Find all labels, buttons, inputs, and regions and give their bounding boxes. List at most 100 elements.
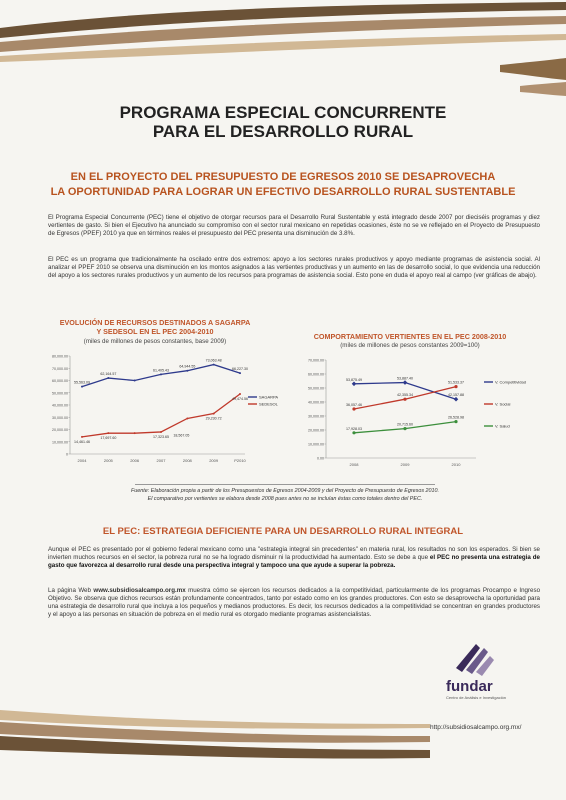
chart2-data-label: 42,157.88 <box>448 393 464 397</box>
chart2-data-label: 17,928.03 <box>346 427 362 431</box>
chart1-data-point <box>186 369 189 372</box>
chart1-data-point <box>160 430 162 433</box>
chart2-data-point <box>403 397 407 401</box>
chart1-x-tick-label: P2010 <box>234 458 246 463</box>
chart1-legend-label: SAGARPA <box>259 394 278 399</box>
chart2-x-tick-label: 2008 <box>350 462 360 467</box>
chart1-data-label: 64,944.55 <box>179 365 195 369</box>
chart1-plot: 0 10,000.00 20,000.00 30,000.00 40,000.00 50,… <box>52 355 279 464</box>
intro-paragraph-2: El PEC es un programa que tradicionalmen… <box>48 256 540 279</box>
section-paragraph-1: Aunque el PEC es presentado por el gobie… <box>48 546 540 570</box>
chart1-y-tick-label: 20,000.00 <box>52 428 68 432</box>
chart1-data-label: 17,323.65 <box>153 435 169 439</box>
chart2-y-tick-label: 20,000.00 <box>308 429 324 433</box>
chart2-legend-label: V. Salud <box>495 423 510 428</box>
section-paragraph-1-text: Aunque el PEC es presentado por el gobie… <box>48 546 540 561</box>
chart2-data-point <box>351 381 357 387</box>
section-paragraph-2-text: muestra cómo se ejercen los recursos ded… <box>48 587 541 618</box>
chart1-y-tick-label: 50,000.00 <box>52 391 68 395</box>
page-subtitle: EN EL PROYECTO DEL PRESUPUESTO DE EGRESO… <box>0 170 566 200</box>
chart2-data-point <box>454 385 458 389</box>
chart2-data-label: 42,355.34 <box>397 393 413 397</box>
chart2-x-tick-label: 2010 <box>452 462 462 467</box>
chart2-data-point <box>453 396 459 402</box>
chart1-x-tick-label: 2006 <box>130 458 140 463</box>
chart1-x-tick-label: 2009 <box>209 458 219 463</box>
divider <box>135 484 435 485</box>
chart2-x-tick-label: 2009 <box>401 462 411 467</box>
chart1-y-tick-label: 10,000.00 <box>52 440 68 444</box>
chart1-y-tick-label: 40,000.00 <box>52 404 68 408</box>
chart1-data-point <box>133 379 136 382</box>
chart1-data-label: 66,227.30 <box>232 367 248 371</box>
source-line-1: Fuente: Elaboración propia a partir de l… <box>130 488 440 494</box>
chart2-data-point <box>402 380 408 385</box>
page-title: PROGRAMA ESPECIAL CONCURRENTE PARA EL DE… <box>0 103 566 141</box>
chart2-subtitle: (miles de millones de pesos constantes 2… <box>340 342 480 349</box>
chart2-data-label: 26,528.98 <box>448 416 464 420</box>
chart1-data-label: 62,164.57 <box>100 372 116 376</box>
chart1-data-point <box>81 385 83 388</box>
intro-paragraph-1: El Programa Especial Concurrente (PEC) t… <box>48 214 540 237</box>
subtitle-line-2: LA OPORTUNIDAD PARA LOGRAR UN EFECTIVO D… <box>50 186 516 198</box>
chart2-y-tick-label: 0.00 <box>317 457 324 461</box>
chart2-data-label: 53,875.49 <box>346 378 362 382</box>
chart1-x-tick-label: 2007 <box>157 458 167 463</box>
chart1-x-tick-label: 2004 <box>78 458 88 463</box>
chart1-data-label: 29,230.72 <box>206 417 222 421</box>
chart1-data-point <box>212 412 215 415</box>
chart1-data-label: 18,567.05 <box>173 434 189 438</box>
section-heading: EL PEC: ESTRATEGIA DEFICIENTE PARA UN DE… <box>102 526 464 537</box>
chart2-data-label: 20,715.60 <box>397 423 413 427</box>
source-line-2: El comparativo por vertientes se elabora… <box>147 495 423 502</box>
footer-url[interactable]: http://subsidiosalcampo.org.mx/ <box>430 724 522 731</box>
chart1-x-tick-label: 2005 <box>104 458 114 463</box>
chart2-data-label: 51,533.37 <box>448 381 464 385</box>
chart1-data-label: 49,474.56 <box>232 397 248 401</box>
subtitle-line-1: EN EL PROYECTO DEL PRESUPUESTO DE EGRESO… <box>70 171 496 183</box>
chart2-y-tick-label: 40,000.00 <box>308 401 324 405</box>
chart1-subtitle: (miles de millones de pesos constantes, … <box>83 338 227 345</box>
chart1-data-point <box>212 363 215 366</box>
chart1-legend-label: SEDESOL <box>259 401 279 406</box>
chart1-title: EVOLUCIÓN DE RECURSOS DESTINADOS A SAGAR… <box>40 318 270 336</box>
chart2-y-tick-label: 10,000.00 <box>308 443 324 447</box>
chart2-y-tick-label: 30,000.00 <box>308 415 324 419</box>
chart1-data-label: 17,697.60 <box>100 436 116 440</box>
chart1-data-label: 73,063.48 <box>206 359 222 363</box>
chart2-plot: 0.00 10,000.00 20,000.00 30,000.00 40,000.00… <box>308 359 526 468</box>
chart2-title: COMPORTAMIENTO VERTIENTES EN EL PEC 2008… <box>313 332 507 341</box>
fundar-logo-name: fundar <box>446 678 493 695</box>
chart1-y-tick-label: 80,000.00 <box>52 355 68 359</box>
section-paragraph-1-bold: el PEC no presenta una estrategia de gas… <box>48 554 540 569</box>
section-paragraph-2-lead: La página Web <box>48 587 94 594</box>
title-line-2: PARA EL DESARROLLO RURAL <box>152 122 414 141</box>
decorative-swoosh-top <box>0 2 566 96</box>
chart1-y-tick-label: 0 <box>66 453 68 457</box>
chart1-data-point <box>239 392 241 395</box>
chart1-data-label: 61,405.43 <box>153 368 169 372</box>
chart1-data-point <box>186 417 189 420</box>
subsidios-link[interactable]: www.subsidiosalcampo.org.mx <box>93 587 186 594</box>
chart2-data-point <box>352 431 356 435</box>
chart1-title-line-2: Y SEDESOL EN EL PEC 2004-2010 <box>96 327 214 336</box>
title-line-1: PROGRAMA ESPECIAL CONCURRENTE <box>119 103 447 122</box>
chart1-data-point <box>107 377 110 380</box>
chart1-title-line-1: EVOLUCIÓN DE RECURSOS DESTINADOS A SAGAR… <box>59 318 251 327</box>
chart1-y-tick-label: 60,000.00 <box>52 379 68 383</box>
chart1-data-label: 14,461.46 <box>74 440 90 444</box>
chart1-y-tick-label: 70,000.00 <box>52 367 68 371</box>
chart1-data-point <box>107 432 110 435</box>
chart1-data-point <box>81 435 83 438</box>
chart1-x-tick-label: 2008 <box>183 458 193 463</box>
chart2-data-label: 36,057.46 <box>346 403 362 407</box>
chart2-legend-label: V. Competitividad <box>495 379 526 384</box>
chart1-data-label: 55,563.09 <box>74 381 90 385</box>
chart2-data-point <box>454 420 458 424</box>
decorative-swoosh-bottom <box>0 710 430 759</box>
chart2-data-point <box>403 427 407 431</box>
fundar-logo-tagline: Centro de Análisis e Investigación <box>446 695 507 700</box>
fundar-logo-icon <box>456 644 494 676</box>
chart2-data-point <box>352 407 356 411</box>
source-note: Fuente: Elaboración propia a partir de l… <box>60 488 510 503</box>
